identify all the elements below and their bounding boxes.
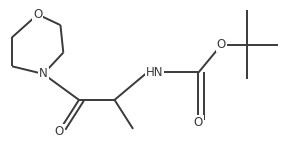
Text: HN: HN [146,66,163,79]
Text: N: N [39,67,48,80]
Text: O: O [194,116,203,129]
Text: O: O [217,38,226,51]
Text: O: O [54,125,64,138]
Text: O: O [33,8,42,21]
